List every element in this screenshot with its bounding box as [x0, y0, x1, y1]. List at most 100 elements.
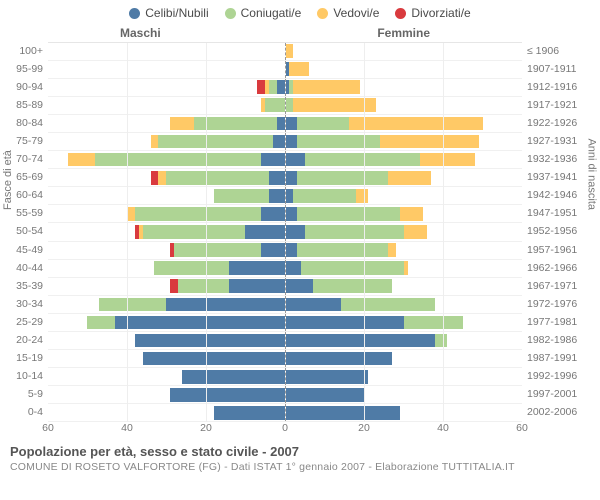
pyramid-row: [48, 97, 522, 115]
segment-widowed: [293, 80, 360, 94]
male-half: [48, 169, 286, 186]
bar: [48, 135, 285, 149]
male-half: [48, 187, 286, 204]
header-male: Maschi: [120, 26, 161, 40]
legend-label: Vedovi/e: [333, 6, 379, 20]
segment-married: [166, 171, 268, 185]
segment-widowed: [170, 117, 194, 131]
birth-label: 1987-1991: [522, 349, 598, 367]
segment-single: [286, 370, 369, 384]
bar: [48, 298, 285, 312]
birth-label: 1922-1926: [522, 114, 598, 132]
birth-label: 1992-1996: [522, 367, 598, 385]
bar: [48, 388, 285, 402]
segment-divorced: [257, 80, 265, 94]
segment-single: [229, 261, 284, 275]
segment-single: [115, 316, 284, 330]
segment-widowed: [404, 225, 428, 239]
age-label: 30-34: [2, 295, 48, 313]
male-half: [48, 115, 286, 132]
legend-label: Celibi/Nubili: [145, 6, 208, 20]
segment-single: [261, 207, 285, 221]
segment-married: [435, 334, 447, 348]
chart-title: Popolazione per età, sesso e stato civil…: [10, 444, 590, 459]
x-axis: 6040200204060: [0, 422, 600, 438]
y-axis-title-right: Anni di nascita: [586, 138, 598, 210]
segment-married: [154, 261, 229, 275]
x-tick: 40: [121, 422, 133, 434]
age-label: 20-24: [2, 331, 48, 349]
female-half: [286, 223, 523, 240]
segment-married: [341, 298, 436, 312]
segment-widowed: [388, 243, 396, 257]
segment-single: [286, 243, 298, 257]
x-ticks: 6040200204060: [48, 422, 522, 438]
segment-widowed: [158, 171, 166, 185]
birth-label: 1912-1916: [522, 78, 598, 96]
birth-label: 1977-1981: [522, 313, 598, 331]
segment-married: [174, 243, 261, 257]
age-label: 75-79: [2, 132, 48, 150]
male-half: [48, 97, 286, 114]
male-half: [48, 205, 286, 222]
female-half: [286, 133, 523, 150]
x-tick: 20: [200, 422, 212, 434]
female-half: [286, 187, 523, 204]
segment-married: [305, 225, 404, 239]
pyramid-row: [48, 223, 522, 241]
female-half: [286, 242, 523, 259]
bar: [48, 171, 285, 185]
segment-married: [269, 80, 277, 94]
age-label: 95-99: [2, 60, 48, 78]
segment-single: [286, 406, 400, 420]
legend-swatch: [395, 8, 406, 19]
pyramid-row: [48, 314, 522, 332]
bar: [286, 352, 523, 366]
x-tick: 60: [42, 422, 54, 434]
segment-widowed: [286, 44, 294, 58]
segment-single: [273, 135, 285, 149]
segment-single: [286, 153, 306, 167]
female-half: [286, 169, 523, 186]
legend-label: Coniugati/e: [241, 6, 302, 20]
bar: [48, 406, 285, 420]
bar: [286, 80, 523, 94]
female-half: [286, 386, 523, 403]
age-label: 25-29: [2, 313, 48, 331]
segment-single: [286, 207, 298, 221]
segment-single: [135, 334, 285, 348]
female-half: [286, 151, 523, 168]
segment-widowed: [127, 207, 135, 221]
bar: [48, 352, 285, 366]
pyramid-row: [48, 350, 522, 368]
population-pyramid-chart: Celibi/Nubili Coniugati/e Vedovi/e Divorzia…: [0, 0, 600, 500]
segment-single: [286, 298, 341, 312]
legend-label: Divorziati/e: [411, 6, 470, 20]
pyramid-row: [48, 278, 522, 296]
male-half: [48, 61, 286, 78]
bar: [286, 117, 523, 131]
bar: [48, 279, 285, 293]
segment-widowed: [400, 207, 424, 221]
birth-label: 1972-1976: [522, 295, 598, 313]
legend-item: Celibi/Nubili: [129, 6, 208, 20]
segment-single: [261, 153, 285, 167]
pyramid-row: [48, 169, 522, 187]
birth-label: 1962-1966: [522, 259, 598, 277]
birth-label: 1952-1956: [522, 222, 598, 240]
bar: [286, 298, 523, 312]
male-half: [48, 151, 286, 168]
bar: [286, 334, 523, 348]
segment-married: [297, 243, 388, 257]
female-half: [286, 296, 523, 313]
bar: [286, 406, 523, 420]
birth-label: 1957-1961: [522, 241, 598, 259]
column-headers: Maschi Femmine: [0, 26, 600, 42]
segment-widowed: [349, 117, 483, 131]
pyramid-row: [48, 260, 522, 278]
bar: [286, 225, 523, 239]
segment-single: [182, 370, 284, 384]
x-tick: 20: [358, 422, 370, 434]
segment-single: [286, 171, 298, 185]
bar: [48, 261, 285, 275]
